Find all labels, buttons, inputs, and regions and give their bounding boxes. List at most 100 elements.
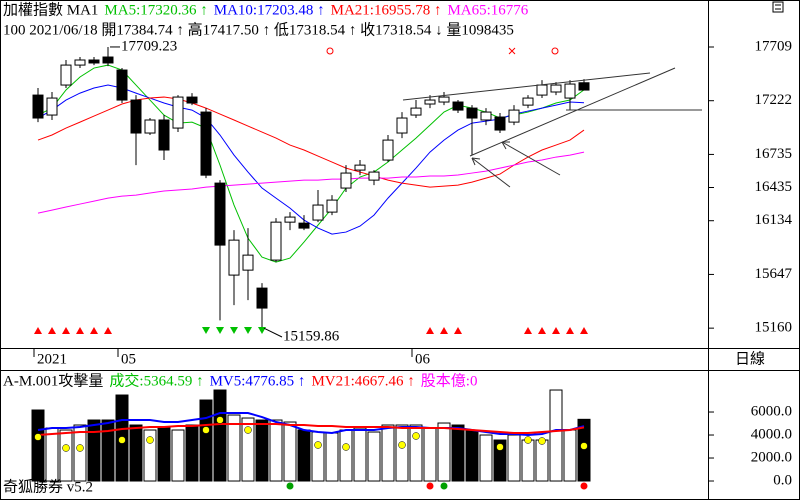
volume-plot (31, 389, 591, 482)
ma-line (37, 84, 585, 235)
x-tick-label: 2021 (37, 351, 67, 367)
y-tick-label: 16134 (755, 212, 793, 228)
volume-bar (395, 424, 409, 482)
price-plot (32, 46, 590, 329)
signal-dot (76, 444, 84, 452)
candle-body (284, 216, 296, 223)
candle-body (242, 254, 254, 271)
candle-body (200, 111, 212, 176)
legend-entry: 加權指數 MA1 (3, 1, 98, 18)
candle-body (522, 97, 534, 106)
volume-bar (199, 399, 213, 482)
y-tick-label: 17222 (755, 92, 793, 108)
signal-circle (326, 47, 334, 55)
y-tick-label: 0.0 (773, 472, 792, 488)
signal-dot (580, 482, 588, 490)
arrow-head (501, 141, 510, 150)
candle-body (172, 96, 184, 129)
signal-dot (496, 443, 504, 451)
arrow-head (471, 157, 481, 166)
annotation-leader (263, 327, 283, 338)
y-tick-label: 15160 (755, 320, 793, 336)
candle-body (368, 171, 380, 181)
candle-body (438, 96, 450, 103)
y-tick-label: 16435 (755, 179, 793, 195)
candle-body (382, 139, 394, 161)
candle-body (298, 222, 310, 229)
volume-bar (493, 439, 507, 482)
volume-bar (423, 427, 437, 482)
candle-body (46, 97, 58, 116)
candle-body (270, 221, 282, 261)
menu-icon[interactable] (772, 1, 784, 13)
volume-bar (535, 439, 549, 482)
ma-line (37, 64, 585, 263)
candle-body (186, 96, 198, 104)
volume-bar (409, 424, 423, 482)
signal-dot (412, 432, 420, 440)
x-tick-label: 06 (415, 351, 431, 367)
candle-body (256, 287, 268, 309)
volume-bar (129, 424, 143, 482)
y-tick-label: 6000.0 (751, 403, 792, 419)
candle-body (32, 94, 44, 119)
trend-line (402, 72, 651, 101)
candle-body (396, 117, 408, 134)
signal-dot (34, 433, 42, 441)
volume-bar (87, 419, 101, 482)
volume-bar (73, 424, 87, 482)
signal-dot (538, 437, 546, 445)
candle-body (88, 59, 100, 64)
volume-bar (521, 439, 535, 482)
signal-dot (342, 443, 350, 451)
volume-bar (157, 427, 171, 482)
volume-bar (367, 431, 381, 482)
candle-body (424, 99, 436, 105)
candle-body (536, 84, 548, 96)
volume-signals (34, 416, 588, 490)
candle-body (116, 69, 128, 101)
volume-bar (479, 434, 493, 482)
x-tick-label: 05 (121, 351, 136, 367)
signal-dot (398, 441, 406, 449)
signal-dot (146, 436, 154, 444)
candle-body (410, 107, 422, 116)
volume-bar (185, 424, 199, 482)
legend-entry: 成交:5364.59 ↑ (109, 371, 203, 389)
volume-bar (269, 419, 283, 482)
volume-bar (507, 434, 521, 482)
volume-bar (213, 389, 227, 482)
volume-bar (45, 427, 59, 482)
annotation: 15159.86 (283, 328, 340, 344)
legend-entry: A-M.001攻擊量 (3, 371, 103, 389)
candle-body (74, 59, 86, 66)
candle-body (578, 82, 590, 91)
trend-line (469, 67, 676, 157)
volume-bar (171, 429, 185, 482)
candle-body (102, 56, 114, 64)
candle-body (312, 204, 324, 221)
legend-entry: MV5:4776.85 ↑ (210, 373, 306, 389)
candle-body (326, 199, 338, 213)
volume-bar (227, 414, 241, 482)
volume-bar (283, 421, 297, 482)
mv-line (37, 423, 585, 437)
annotation: 17709.23 (121, 38, 177, 54)
top-signals (326, 47, 559, 55)
mv-line (37, 412, 585, 437)
y-tick-label: 4000.0 (751, 426, 792, 442)
volume-bar (465, 429, 479, 482)
info-line: 100 2021/06/18 開17384.74 ↑ 高17417.50 ↑ 低… (3, 21, 514, 38)
candle-body (480, 111, 492, 121)
arrow (501, 141, 561, 176)
trend-lines (402, 67, 702, 188)
volume-bar (325, 432, 339, 482)
volume-bar (563, 429, 577, 482)
candle-body (60, 64, 72, 86)
header: 100 2021/06/18 開17384.74 ↑ 高17417.50 ↑ 低… (3, 1, 529, 38)
volume-bar (381, 424, 395, 482)
signal-dot (580, 442, 588, 450)
y-tick-label: 2000.0 (751, 449, 792, 465)
